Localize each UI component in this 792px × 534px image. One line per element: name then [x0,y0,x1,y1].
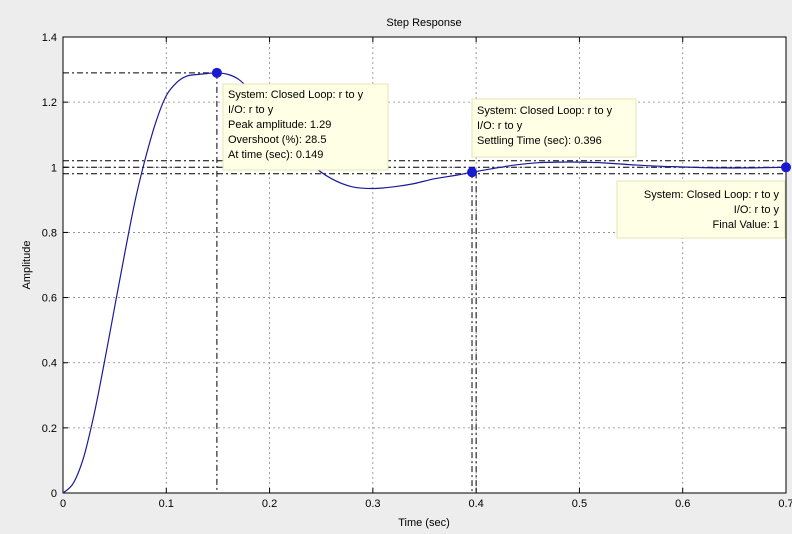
datatip-final-box [616,180,786,239]
x-tick-label: 0.6 [675,498,690,510]
datatip-marker [781,162,791,173]
datatip-peak[interactable]: System: Closed Loop: r to y I/O: r to y … [222,83,389,171]
datatip-peak-box [222,83,389,171]
x-tick-label: 0.3 [365,498,380,510]
x-tick-label: 0.5 [572,498,587,510]
datatip-marker [211,67,222,78]
y-tick-label: 0.2 [42,423,57,435]
x-tick-label: 0.1 [159,498,174,510]
x-tick-label: 0 [60,498,66,510]
datatip-settling-box [471,98,637,158]
y-axis-label: Amplitude [21,241,33,290]
series-layer [62,72,787,494]
step-response-line [62,72,787,494]
markers-layer [211,67,791,178]
datatip-settling-line: I/O: r to y [477,120,523,132]
reference-lines [63,72,786,493]
y-tick-label: 1.4 [42,32,57,44]
axis-ticks: 0 0.1 0.2 0.3 0.4 0.5 0.6 0.7 0 0.2 0.4 0.6 0.8 1 1.2 1… [42,32,792,510]
datatip-settling[interactable]: System: Closed Loop: r to y I/O: r to y … [471,98,637,158]
datatip-peak-line: System: Closed Loop: r to y [228,89,364,101]
datatip-final-line: Final Value: 1 [713,219,779,231]
datatip-final-line: I/O: r to y [734,204,780,216]
x-tick-label: 0.2 [262,498,277,510]
datatip-settling-line: Settling Time (sec): 0.396 [477,135,602,147]
datatip-peak-line: I/O: r to y [228,104,274,116]
datatip-final-value[interactable]: System: Closed Loop: r to y I/O: r to y … [616,180,786,239]
x-tick-label: 0.4 [468,498,483,510]
x-tick-label: 0.7 [778,498,792,510]
y-tick-label: 1.2 [42,97,57,109]
y-tick-label: 0.6 [42,293,57,305]
y-tick-label: 0 [51,488,57,500]
datatip-peak-line: Peak amplitude: 1.29 [228,119,331,131]
plot-area [62,36,787,494]
datatip-settling-line: System: Closed Loop: r to y [477,105,613,117]
datatip-peak-line: At time (sec): 0.149 [228,149,323,161]
x-axis-label: Time (sec) [398,517,450,529]
y-tick-label: 0.8 [42,227,57,239]
chart-title: Step Response [386,17,461,29]
datatip-final-line: System: Closed Loop: r to y [644,189,780,201]
datatip-marker [467,167,478,178]
y-tick-label: 1 [51,162,57,174]
datatip-peak-line: Overshoot (%): 28.5 [228,134,326,146]
y-tick-label: 0.4 [42,358,57,370]
